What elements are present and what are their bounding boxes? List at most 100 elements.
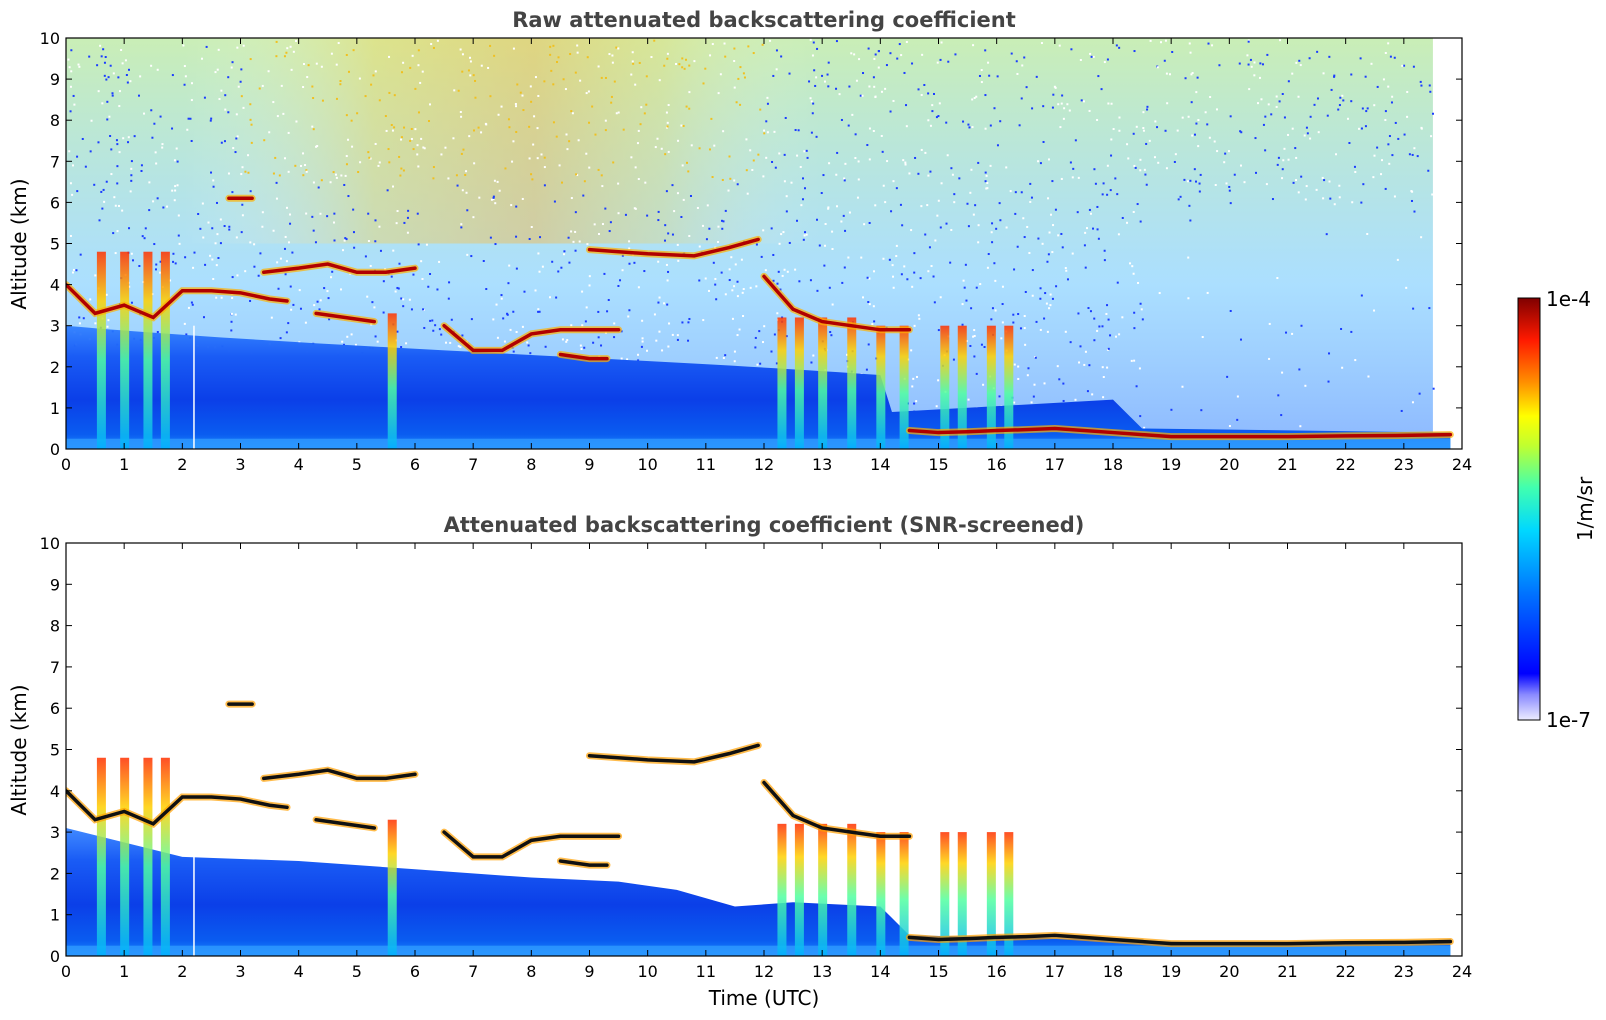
noise-speckle	[469, 74, 472, 77]
noise-speckle	[762, 341, 765, 344]
noise-speckle	[473, 162, 476, 165]
noise-speckle	[109, 64, 112, 67]
noise-speckle	[613, 336, 616, 339]
noise-speckle	[128, 227, 131, 230]
noise-speckle	[583, 180, 586, 183]
noise-speckle	[1078, 361, 1081, 364]
noise-speckle	[687, 321, 690, 324]
noise-speckle	[184, 75, 187, 78]
noise-speckle	[224, 108, 227, 111]
noise-speckle	[534, 289, 537, 292]
x-tick-label: 13	[812, 962, 832, 981]
noise-speckle	[315, 62, 318, 65]
noise-speckle	[489, 95, 492, 98]
noise-speckle	[751, 168, 754, 171]
noise-speckle	[1043, 317, 1046, 320]
noise-speckle	[472, 216, 475, 219]
noise-speckle	[630, 73, 633, 76]
noise-speckle	[341, 340, 344, 343]
noise-speckle	[904, 161, 907, 164]
noise-speckle	[436, 39, 439, 42]
noise-speckle	[1106, 58, 1109, 61]
noise-speckle	[374, 335, 377, 338]
noise-speckle	[1229, 115, 1232, 118]
noise-speckle	[105, 293, 108, 296]
noise-speckle	[549, 296, 552, 299]
noise-speckle	[747, 45, 750, 48]
precipitation-column	[986, 325, 996, 449]
noise-speckle	[1023, 315, 1026, 318]
noise-speckle	[1179, 195, 1182, 198]
noise-speckle	[1388, 162, 1391, 165]
noise-speckle	[866, 144, 869, 147]
noise-speckle	[1333, 74, 1336, 77]
noise-speckle	[758, 330, 761, 333]
noise-speckle	[275, 181, 278, 184]
noise-speckle	[786, 270, 789, 273]
noise-speckle	[1266, 53, 1269, 56]
noise-speckle	[639, 123, 642, 126]
noise-speckle	[98, 219, 101, 222]
noise-speckle	[815, 76, 818, 79]
noise-speckle	[708, 148, 711, 151]
noise-speckle	[717, 240, 720, 243]
noise-speckle	[234, 313, 237, 316]
noise-speckle	[1327, 380, 1330, 383]
noise-speckle	[972, 213, 975, 216]
noise-speckle	[1146, 108, 1149, 111]
noise-speckle	[1337, 108, 1340, 111]
noise-speckle	[311, 85, 314, 88]
noise-speckle	[1090, 55, 1093, 58]
noise-speckle	[831, 303, 834, 306]
noise-speckle	[665, 126, 668, 129]
heatmap-raw	[66, 38, 1454, 449]
noise-speckle	[367, 212, 370, 215]
noise-speckle	[983, 346, 986, 349]
noise-speckle	[259, 252, 262, 255]
noise-speckle	[220, 296, 223, 299]
noise-speckle	[766, 102, 769, 105]
noise-speckle	[231, 191, 234, 194]
x-tick-label: 23	[1394, 962, 1414, 981]
noise-speckle	[754, 336, 757, 339]
noise-speckle	[410, 308, 413, 311]
noise-speckle	[1341, 94, 1344, 97]
noise-speckle	[183, 65, 186, 68]
noise-speckle	[1071, 252, 1074, 255]
noise-speckle	[410, 137, 413, 140]
noise-speckle	[1213, 140, 1216, 143]
noise-speckle	[190, 99, 193, 102]
noise-speckle	[938, 102, 941, 105]
noise-speckle	[97, 141, 100, 144]
noise-speckle	[827, 206, 830, 209]
noise-speckle	[1195, 91, 1198, 94]
noise-speckle	[212, 185, 215, 188]
noise-speckle	[1400, 409, 1403, 412]
noise-speckle	[1362, 183, 1365, 186]
noise-speckle	[279, 337, 282, 340]
noise-speckle	[1136, 203, 1139, 206]
noise-speckle	[823, 244, 826, 247]
noise-speckle	[895, 244, 898, 247]
noise-speckle	[284, 235, 287, 238]
noise-speckle	[385, 129, 388, 132]
noise-speckle	[1102, 182, 1105, 185]
noise-speckle	[831, 230, 834, 233]
noise-speckle	[857, 178, 860, 181]
noise-speckle	[217, 48, 220, 51]
noise-speckle	[884, 201, 887, 204]
noise-speckle	[1416, 155, 1419, 158]
noise-speckle	[1277, 394, 1280, 397]
noise-speckle	[724, 55, 727, 58]
noise-speckle	[1190, 101, 1193, 104]
noise-speckle	[660, 147, 663, 150]
noise-speckle	[1131, 265, 1134, 268]
noise-speckle	[854, 157, 857, 160]
noise-speckle	[1410, 199, 1413, 202]
noise-speckle	[555, 61, 558, 64]
noise-speckle	[356, 112, 359, 115]
noise-speckle	[581, 324, 584, 327]
noise-speckle	[631, 60, 634, 63]
noise-speckle	[1297, 191, 1300, 194]
cloud-layer	[442, 323, 621, 353]
